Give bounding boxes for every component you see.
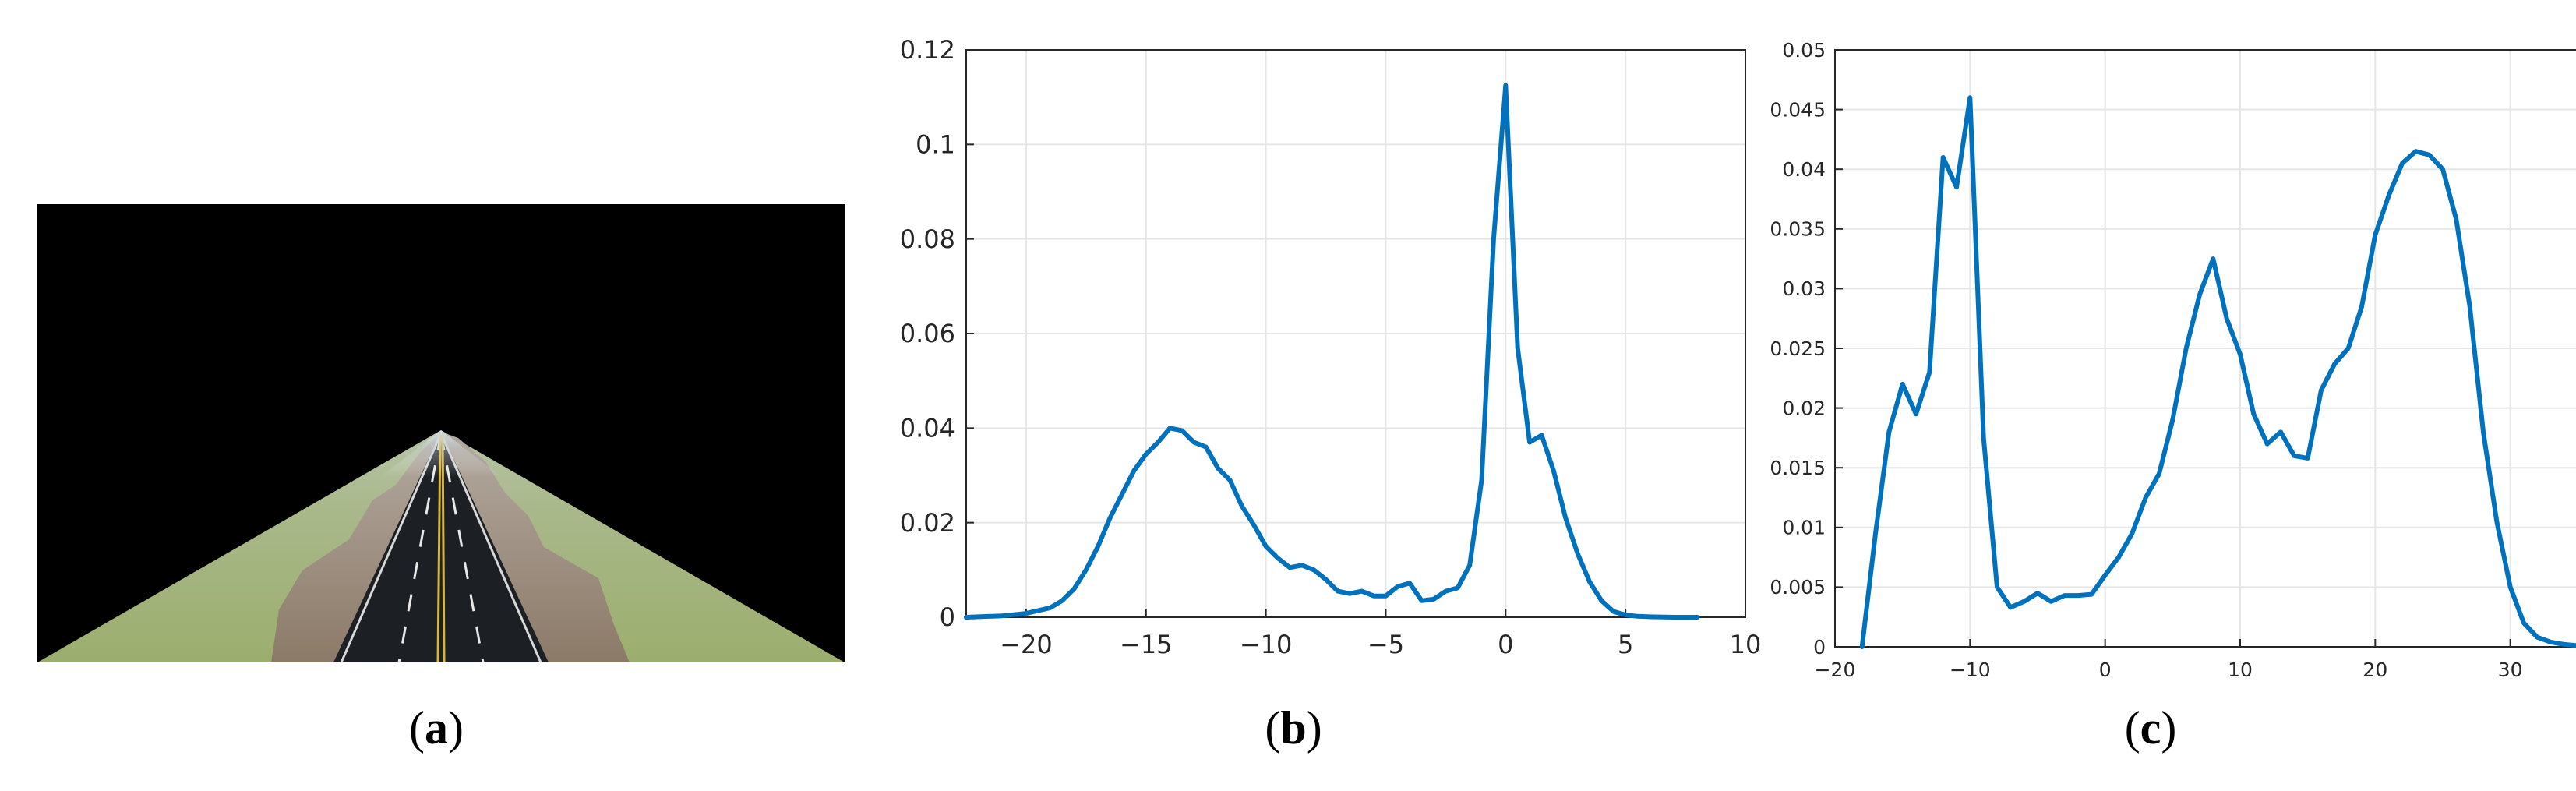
y-tick-label: 0.12 [900, 35, 955, 65]
density-curve [964, 83, 1700, 620]
density-curve [1859, 95, 2576, 649]
x-tick-label: 0 [2099, 659, 2112, 681]
y-tick-label: 0.02 [900, 508, 955, 538]
x-tick-label: 10 [2228, 659, 2253, 681]
y-tick-label: 0.015 [1770, 457, 1826, 479]
density-chart-c: −20−1001020304000.0050.010.0150.020.0250… [1770, 39, 2576, 681]
road-surface [333, 432, 549, 662]
y-tick-label: 0.005 [1770, 576, 1826, 599]
y-tick-label: 0.05 [1782, 39, 1826, 62]
y-tick-label: 0.02 [1782, 397, 1826, 419]
y-tick-label: 0 [940, 602, 955, 632]
road-scene-image [37, 204, 845, 663]
density-chart-b: −20 −15 −10 −5 0 5 10 0 0.02 0.04 0.06 0.08 0.1 0.12 [900, 35, 1762, 659]
x-tick-label: −5 [1367, 630, 1404, 659]
y-tick-label: 0.06 [900, 319, 955, 348]
x-tick-label: −15 [1120, 630, 1173, 659]
x-tick-label: −20 [1000, 630, 1053, 659]
x-tick-label: 0 [1498, 630, 1513, 659]
y-tick-label: 0.035 [1770, 218, 1826, 241]
y-tick-label: 0.045 [1770, 98, 1826, 121]
x-tick-label: −10 [1950, 659, 1991, 681]
x-tick-label: 10 [1730, 630, 1762, 659]
panel-label-a: (a) [409, 702, 464, 754]
y-tick-label: 0.04 [900, 414, 955, 443]
y-tick-label: 0.025 [1770, 337, 1826, 360]
panel-label-c: (c) [2124, 702, 2177, 754]
x-tick-label: −20 [1815, 659, 1856, 681]
y-tick-label: 0.1 [916, 130, 955, 160]
panel-label-b: (b) [1265, 702, 1322, 754]
y-tick-label: 0.01 [1782, 517, 1826, 539]
y-tick-label: 0.08 [900, 224, 955, 254]
y-tick-label: 0.03 [1782, 277, 1826, 300]
x-tick-label: 5 [1618, 630, 1633, 659]
y-tick-label: 0 [1813, 636, 1826, 659]
x-tick-label: 30 [2498, 659, 2523, 681]
y-tick-label: 0.04 [1782, 158, 1826, 181]
x-tick-label: 20 [2363, 659, 2387, 681]
road-scene-drawing [37, 204, 845, 663]
x-tick-label: −10 [1240, 630, 1293, 659]
horizon-fog [380, 430, 502, 477]
